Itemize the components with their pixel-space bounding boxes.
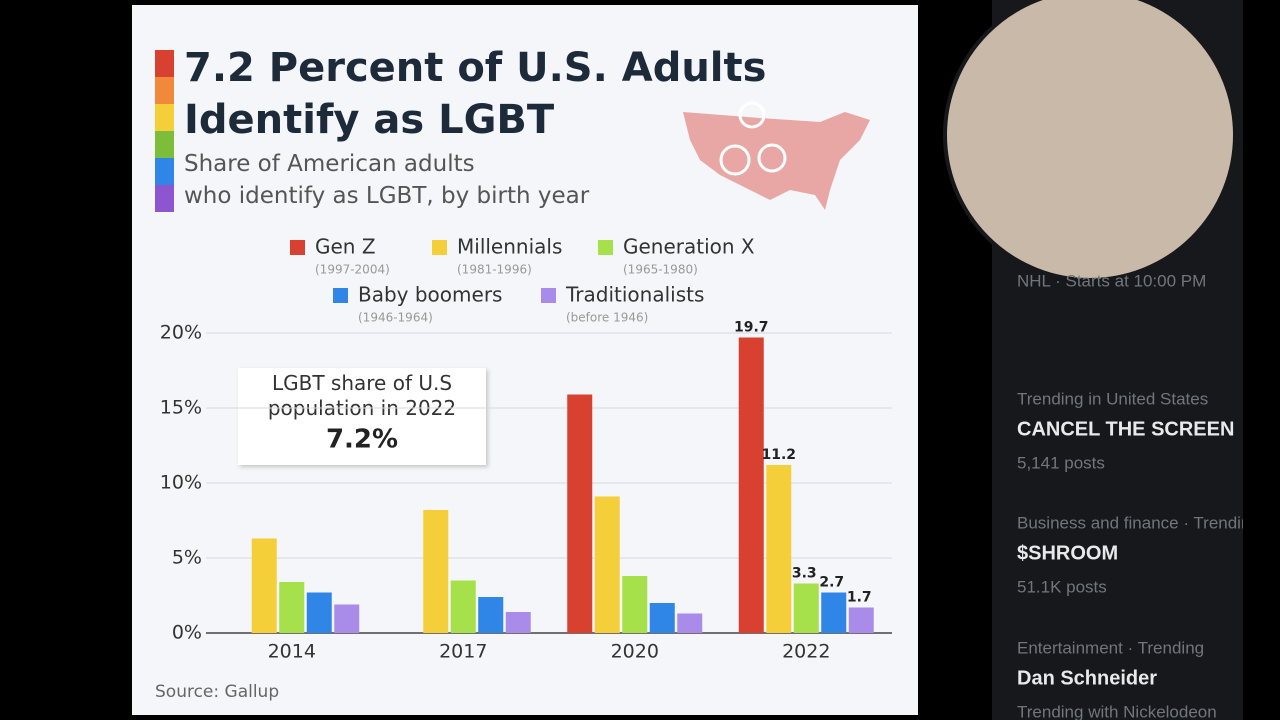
bar xyxy=(766,465,792,633)
bar xyxy=(793,583,819,633)
trend-meta: Entertainment · Trending xyxy=(1017,638,1204,657)
y-tick-label: 10% xyxy=(160,472,202,494)
x-tick-label: 2014 xyxy=(268,641,316,663)
annotation-value: 7.2% xyxy=(326,425,398,455)
webcam xyxy=(943,0,1237,282)
trend-meta: Business and finance · Trending xyxy=(1017,513,1260,532)
source: Source: Gallup xyxy=(155,682,279,702)
bar xyxy=(306,592,332,633)
bar xyxy=(251,538,277,633)
x-tick-label: 2022 xyxy=(782,641,830,663)
data-label: 11.2 xyxy=(761,447,796,463)
y-tick-label: 20% xyxy=(160,322,202,344)
sidebar: NHL · Starts at 10:00 PM Trending in Unit… xyxy=(1017,271,1260,720)
legend-swatch xyxy=(333,288,348,303)
legend-swatch xyxy=(290,240,305,255)
data-label: 3.3 xyxy=(792,566,817,582)
y-tick-label: 5% xyxy=(172,547,202,569)
legend-swatch xyxy=(432,240,447,255)
bar xyxy=(505,612,531,633)
data-label: 2.7 xyxy=(819,575,844,591)
legend-label: Millennials xyxy=(457,235,562,259)
rainbow-bar xyxy=(155,50,174,212)
trend-posts: 5,141 posts xyxy=(1017,453,1105,472)
bar xyxy=(594,496,620,633)
trend-meta: NHL · Starts at 10:00 PM xyxy=(1017,271,1206,290)
legend-label: Generation X xyxy=(623,235,755,259)
bar xyxy=(821,592,847,633)
bar xyxy=(738,337,764,633)
bar xyxy=(622,576,648,633)
legend-label: Traditionalists xyxy=(565,283,704,307)
bar xyxy=(334,604,360,633)
bar xyxy=(677,613,703,633)
legend-label: Baby boomers xyxy=(358,283,502,307)
trend-meta: Trending in United States xyxy=(1017,389,1208,408)
legend-years: (1981-1996) xyxy=(457,263,532,277)
trend-topic: Dan Schneider xyxy=(1017,667,1157,689)
bar xyxy=(478,597,504,633)
bar xyxy=(567,394,593,633)
x-tick-label: 2017 xyxy=(439,641,487,663)
chart-subtitle: Share of American adults who identify as … xyxy=(184,151,590,209)
annotation: LGBT share of U.S population in 2022 7.2% xyxy=(238,368,486,465)
trend-posts: 51.1K posts xyxy=(1017,577,1107,596)
trend-posts: Trending with Nickelodeon xyxy=(1017,702,1217,720)
trend-topic: $SHROOM xyxy=(1017,542,1118,564)
chart-title: 7.2 Percent of U.S. Adults Identify as LG… xyxy=(184,45,766,143)
bar xyxy=(450,580,476,633)
legend-swatch xyxy=(598,240,613,255)
trend-topic: CANCEL THE SCREEN xyxy=(1017,418,1234,440)
bar xyxy=(848,607,874,633)
bar xyxy=(649,603,675,633)
y-tick-label: 0% xyxy=(172,622,202,644)
legend-years: (1965-1980) xyxy=(623,263,698,277)
legend-swatch xyxy=(541,288,556,303)
map-icon xyxy=(683,101,870,210)
y-tick-label: 15% xyxy=(160,397,202,419)
legend-label: Gen Z xyxy=(315,235,376,259)
legend-years: (1997-2004) xyxy=(315,263,390,277)
data-label: 1.7 xyxy=(847,590,872,606)
bar xyxy=(423,510,449,633)
legend-years: (1946-1964) xyxy=(358,311,433,325)
bar xyxy=(279,582,305,633)
data-label: 19.7 xyxy=(734,320,769,336)
x-tick-label: 2020 xyxy=(611,641,659,663)
legend-years: (before 1946) xyxy=(566,311,648,325)
